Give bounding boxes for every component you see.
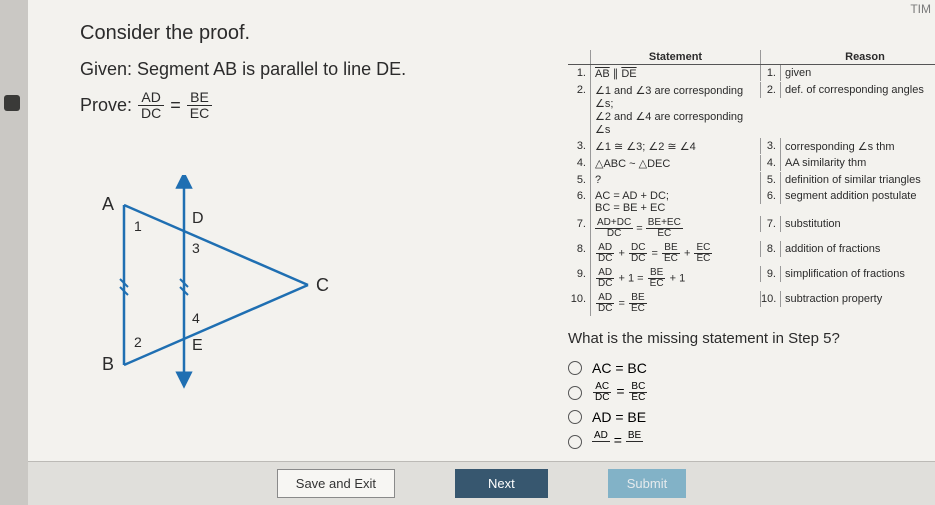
angle-2: 2 — [134, 334, 142, 350]
radio-icon — [568, 386, 582, 400]
reason-header: Reason — [780, 50, 935, 64]
proof-row: 4.△ABC ~ △DEC4.AA similarity thm — [568, 155, 935, 172]
vertex-e: E — [192, 337, 203, 354]
radio-icon — [568, 410, 582, 424]
prove-frac-2: BE EC — [187, 90, 212, 122]
submit-button[interactable]: Submit — [608, 469, 686, 498]
radio-icon — [568, 435, 582, 449]
footer-bar: Save and Exit Next Submit — [28, 461, 935, 505]
option-label: AC = BC — [592, 360, 647, 376]
triangle-diagram: A B C D E 1 2 3 4 — [88, 175, 348, 395]
proof-row: 3.∠1 ≅ ∠3; ∠2 ≅ ∠43.corresponding ∠s thm — [568, 138, 935, 155]
prove-frac-1: AD DC — [138, 90, 164, 122]
answer-option[interactable]: ACDC = BCEC — [568, 382, 648, 403]
vertex-a: A — [102, 194, 114, 214]
proof-row: 9.ADDC + 1 = BEEC + 19.simplification of… — [568, 266, 935, 291]
option-label: AD = BE — [592, 409, 646, 425]
radio-icon — [568, 361, 582, 375]
vertex-b: B — [102, 354, 114, 374]
answer-option[interactable]: AC = BC — [568, 360, 648, 376]
angle-1: 1 — [134, 218, 142, 234]
option-label: ACDC = BCEC — [592, 382, 648, 403]
proof-header-row: Statement Reason — [568, 50, 935, 65]
angle-3: 3 — [192, 240, 200, 256]
vertex-c: C — [316, 275, 329, 295]
option-label: AD = BE — [592, 431, 643, 452]
proof-row: 7.AD+DCDC = BE+ECEC7.substitution — [568, 216, 935, 241]
sidebar-marker — [4, 95, 20, 111]
proof-row: 8.ADDC + DCDC = BEEC + ECEC8.addition of… — [568, 241, 935, 266]
problem-stem: Consider the proof. — [80, 22, 935, 45]
question-text: What is the missing statement in Step 5? — [568, 330, 840, 347]
proof-row: 6.AC = AD + DC;BC = BE + EC6.segment add… — [568, 188, 935, 216]
answer-option[interactable]: AD = BE — [568, 409, 648, 425]
prove-label: Prove: — [80, 95, 132, 116]
next-button[interactable]: Next — [455, 469, 548, 498]
statement-header: Statement — [590, 50, 760, 64]
angle-4: 4 — [192, 310, 200, 326]
proof-table: Statement Reason 1.AB ∥ DE1.given2.∠1 an… — [568, 50, 935, 316]
quiz-panel: TIM Consider the proof. Given: Segment A… — [28, 0, 935, 505]
proof-row: 10.ADDC = BEEC10.subtraction property — [568, 291, 935, 316]
proof-row: 1.AB ∥ DE1.given — [568, 65, 935, 82]
timer-label: TIM — [910, 2, 931, 16]
prove-equals: = — [170, 95, 181, 116]
vertex-d: D — [192, 210, 204, 227]
proof-row: 2.∠1 and ∠3 are corresponding ∠s;∠2 and … — [568, 82, 935, 138]
proof-row: 5.?5.definition of similar triangles — [568, 172, 935, 188]
answer-option[interactable]: AD = BE — [568, 431, 648, 452]
save-exit-button[interactable]: Save and Exit — [277, 469, 395, 498]
answer-options: AC = BC ACDC = BCEC AD = BE AD = BE — [568, 360, 648, 458]
